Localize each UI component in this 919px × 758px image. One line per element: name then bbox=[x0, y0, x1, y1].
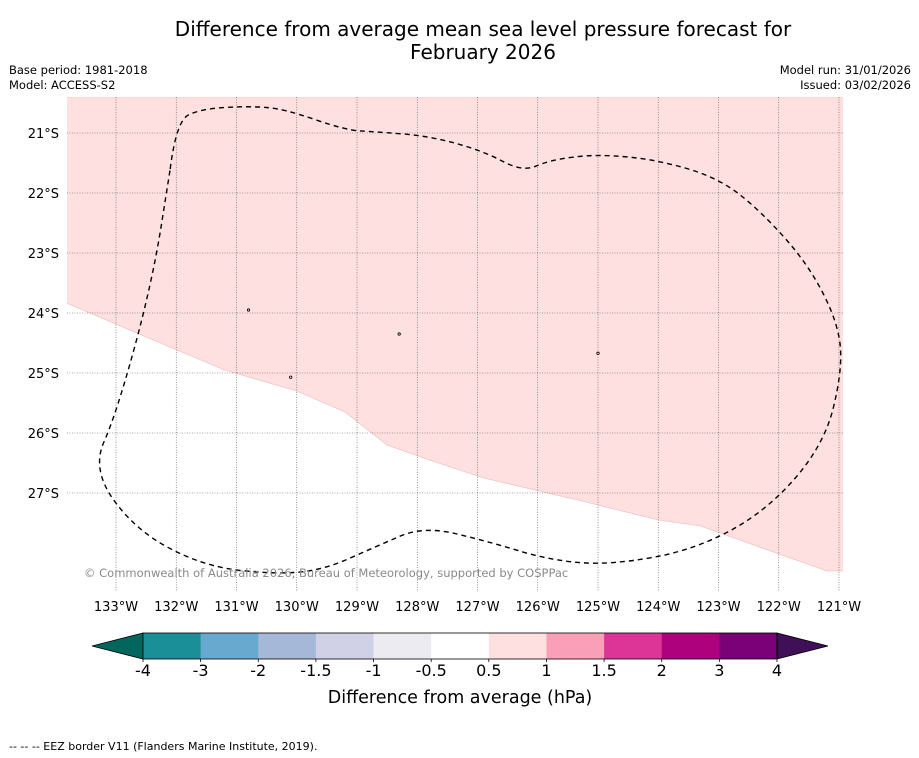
colorbar-tick-label-3: -1.5 bbox=[300, 661, 331, 680]
gridlines bbox=[67, 97, 843, 591]
colorbar bbox=[91, 632, 829, 660]
x-tick-label-4: 129°W bbox=[335, 600, 379, 615]
x-tick-label-6: 127°W bbox=[455, 600, 499, 615]
colorbar-label: Difference from average (hPa) bbox=[328, 688, 593, 708]
model-run: Model run: 31/01/2026 bbox=[779, 63, 911, 77]
title-line-2: February 2026 bbox=[410, 40, 556, 64]
colorbar-bin-10 bbox=[719, 633, 778, 659]
anomaly-fill bbox=[67, 97, 843, 572]
y-tick-label-1: 22°S bbox=[28, 187, 59, 202]
y-tick-label-3: 24°S bbox=[28, 307, 59, 322]
island-0 bbox=[246, 308, 251, 312]
y-tick-label-0: 21°S bbox=[28, 127, 59, 142]
colorbar-tick-label-1: -3 bbox=[193, 661, 209, 680]
colorbar-bin-9 bbox=[661, 633, 720, 659]
x-tick-label-8: 125°W bbox=[576, 600, 620, 615]
colorbar-tick-label-4: -1 bbox=[366, 661, 382, 680]
island-1 bbox=[397, 332, 401, 336]
colorbar-tick-label-0: -4 bbox=[135, 661, 151, 680]
colorbar-tick-label-11: 4 bbox=[772, 661, 782, 680]
eez-border bbox=[98, 106, 842, 574]
colorbar-bin-0 bbox=[143, 633, 201, 659]
y-tick-label-4: 25°S bbox=[28, 367, 59, 382]
y-tick-label-5: 26°S bbox=[28, 427, 59, 442]
y-axis-labels: 21°S 22°S 23°S 24°S 25°S 26°S 27°S bbox=[28, 127, 59, 502]
colorbar-bin-8 bbox=[604, 633, 663, 659]
x-axis-labels: 133°W 132°W 131°W 130°W 129°W 128°W 127°W 126°W… bbox=[94, 600, 861, 615]
x-tick-label-12: 121°W bbox=[817, 600, 861, 615]
island-3 bbox=[596, 351, 600, 355]
colorbar-bin-7 bbox=[546, 633, 605, 659]
colorbar-tick-label-7: 1 bbox=[541, 661, 551, 680]
model-name: Model: ACCESS-S2 bbox=[9, 78, 116, 92]
colorbar-tick-label-9: 2 bbox=[657, 661, 667, 680]
colorbar-min-arrow bbox=[91, 632, 144, 660]
colorbar-tick-label-2: -2 bbox=[250, 661, 266, 680]
model-info: Base period: 1981-2018 Model: ACCESS-S2 bbox=[9, 63, 148, 93]
colorbar-max-arrow bbox=[776, 632, 829, 660]
colorbar-tick-label-6: 0.5 bbox=[476, 661, 501, 680]
colorbar-bin-2 bbox=[258, 633, 317, 659]
eez-footnote: -- -- -- EEZ border V11 (Flanders Marine… bbox=[9, 740, 318, 753]
islands bbox=[246, 308, 600, 379]
chart-title: Difference from average mean sea level p… bbox=[0, 18, 919, 64]
island-2 bbox=[289, 375, 293, 379]
colorbar-tick-label-8: 1.5 bbox=[591, 661, 616, 680]
title-line-1: Difference from average mean sea level p… bbox=[174, 17, 792, 41]
colorbar-ticks: -4 -3 -2 -1.5 -1 -0.5 0.5 1 1.5 2 3 4 bbox=[135, 659, 782, 680]
x-tick-label-3: 130°W bbox=[275, 600, 319, 615]
colorbar-tick-label-10: 3 bbox=[714, 661, 724, 680]
base-period: Base period: 1981-2018 bbox=[9, 63, 148, 77]
x-tick-label-2: 131°W bbox=[214, 600, 258, 615]
x-tick-label-9: 124°W bbox=[636, 600, 680, 615]
x-tick-label-0: 133°W bbox=[94, 600, 138, 615]
y-tick-label-2: 23°S bbox=[28, 247, 59, 262]
anomaly-region-0 bbox=[67, 97, 843, 572]
colorbar-bin-4 bbox=[373, 633, 432, 659]
x-tick-label-5: 128°W bbox=[395, 600, 439, 615]
colorbar-frame bbox=[142, 632, 778, 660]
x-tick-label-7: 126°W bbox=[516, 600, 560, 615]
colorbar-bin-6 bbox=[488, 633, 547, 659]
colorbar-tick-label-5: -0.5 bbox=[416, 661, 447, 680]
colorbar-bin-5 bbox=[431, 633, 490, 659]
y-tick-label-6: 27°S bbox=[28, 487, 59, 502]
issued-date: Issued: 03/02/2026 bbox=[800, 78, 911, 92]
colorbar-bin-3 bbox=[315, 633, 374, 659]
x-tick-label-1: 132°W bbox=[154, 600, 198, 615]
copyright-notice: © Commonwealth of Australia 2026, Bureau… bbox=[84, 566, 568, 580]
colorbar-bin-1 bbox=[200, 633, 259, 659]
x-tick-label-10: 123°W bbox=[696, 600, 740, 615]
map-area: © Commonwealth of Australia 2026, Bureau… bbox=[67, 97, 843, 591]
x-tick-label-11: 122°W bbox=[757, 600, 801, 615]
run-info: Model run: 31/01/2026 Issued: 03/02/2026 bbox=[780, 63, 911, 93]
